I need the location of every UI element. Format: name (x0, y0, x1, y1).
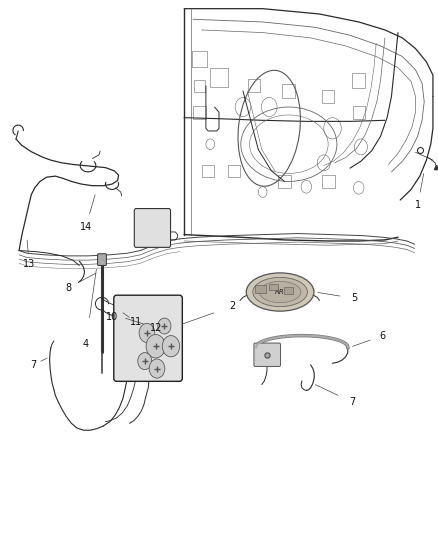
Circle shape (139, 324, 155, 343)
Bar (202, 165, 214, 176)
Bar (321, 175, 335, 188)
Circle shape (162, 336, 180, 357)
Text: RR: RR (275, 289, 285, 295)
Bar (269, 284, 278, 290)
FancyBboxPatch shape (254, 343, 281, 367)
Circle shape (146, 335, 165, 358)
Bar (210, 68, 228, 87)
Text: 12: 12 (149, 322, 162, 333)
Ellipse shape (253, 277, 307, 306)
Text: 1: 1 (415, 200, 421, 211)
Bar (353, 106, 365, 119)
Bar (285, 287, 293, 294)
Bar (283, 84, 295, 98)
Text: 6: 6 (380, 330, 386, 341)
Bar (322, 90, 334, 103)
Circle shape (158, 318, 171, 334)
Ellipse shape (259, 281, 301, 303)
Text: 13: 13 (23, 259, 35, 269)
FancyBboxPatch shape (114, 295, 182, 381)
Bar (193, 106, 206, 119)
Bar (352, 73, 365, 88)
Text: 2: 2 (229, 301, 235, 311)
FancyBboxPatch shape (98, 254, 106, 265)
Text: 5: 5 (351, 293, 357, 303)
Text: 8: 8 (65, 283, 71, 293)
Ellipse shape (246, 273, 314, 311)
Text: 7: 7 (349, 397, 355, 407)
Bar (228, 165, 240, 176)
Bar (248, 79, 260, 92)
Bar (255, 285, 266, 293)
Circle shape (149, 359, 165, 378)
Text: 7: 7 (30, 360, 36, 370)
Circle shape (138, 353, 152, 369)
Text: 10: 10 (106, 312, 118, 322)
Text: 11: 11 (130, 317, 142, 327)
Text: 4: 4 (83, 338, 89, 349)
FancyBboxPatch shape (134, 208, 170, 247)
Bar (192, 51, 207, 67)
Text: 14: 14 (80, 222, 92, 232)
Bar (194, 80, 205, 92)
Bar (278, 175, 291, 188)
